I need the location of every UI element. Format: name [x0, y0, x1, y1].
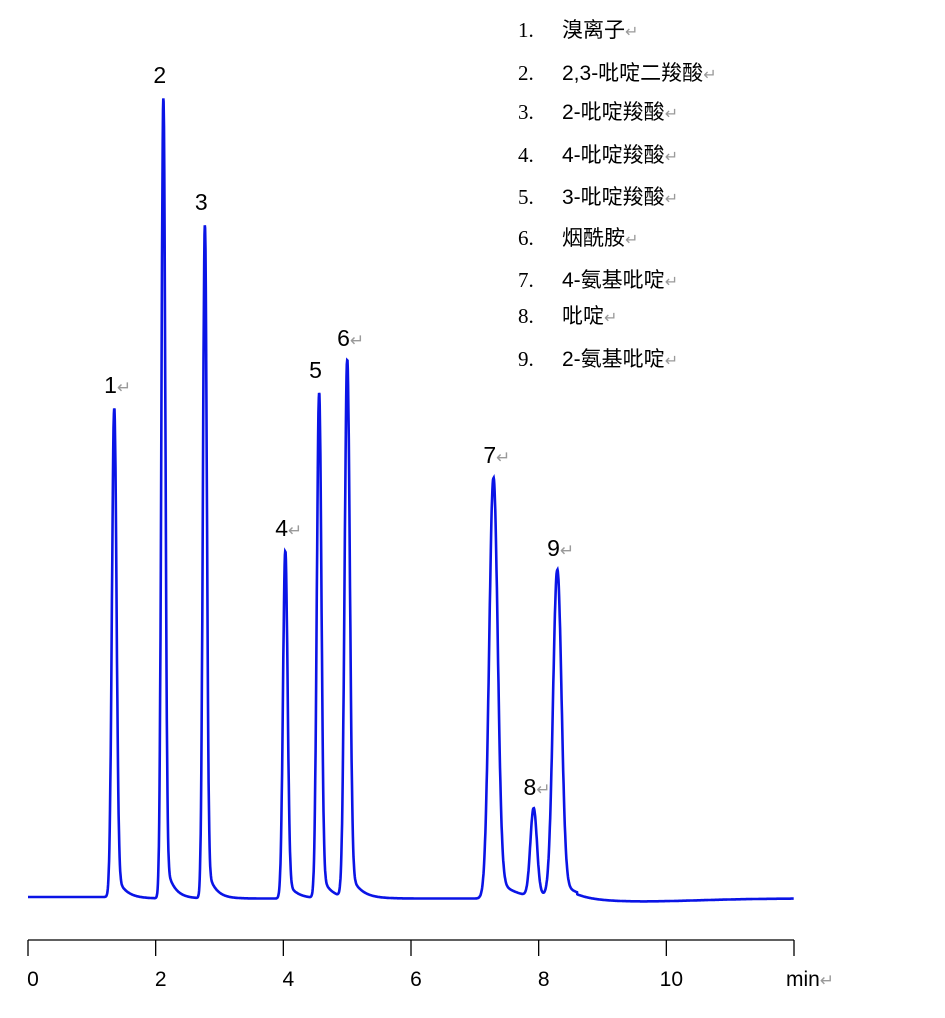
paragraph-mark: ↵ — [664, 274, 679, 291]
legend-number: 7. — [518, 268, 534, 292]
legend-number: 2. — [518, 61, 534, 85]
legend-number: 8. — [518, 304, 534, 328]
peak-labels: 1↵ 2 3 4↵ 5 6↵ 7↵ 8↵ 9↵ — [104, 62, 574, 800]
legend-number: 5. — [518, 185, 534, 209]
legend-item: 2. 2,3-吡啶二羧酸↵ — [518, 57, 717, 87]
paragraph-mark: ↵ — [703, 67, 717, 84]
legend-compound: 4-氨基吡啶 — [562, 269, 665, 292]
paragraph-mark: ↵ — [604, 310, 618, 327]
legend-item: 4. 4-吡啶羧酸↵ — [518, 139, 678, 169]
legend-number: 1. — [518, 18, 534, 42]
peak-label-8: 8↵ — [524, 774, 551, 800]
legend-compound: 2-氨基吡啶 — [562, 348, 665, 371]
legend-item: 7. 4-氨基吡啶↵ — [518, 264, 678, 294]
x-tick-label: 8 — [538, 968, 550, 991]
peak-label-6: 6↵ — [337, 325, 364, 351]
peak-label-2: 2 — [153, 62, 166, 88]
legend-compound: 4-吡啶羧酸 — [562, 144, 665, 167]
x-axis-label: min↵ — [786, 968, 834, 991]
legend-item: 9. 2-氨基吡啶↵ — [518, 343, 678, 373]
legend-item: 1. 溴离子↵ — [518, 14, 638, 44]
legend-number: 4. — [518, 143, 534, 167]
paragraph-mark: ↵ — [664, 191, 679, 208]
legend-compound: 2,3-吡啶二羧酸 — [562, 62, 704, 85]
paragraph-mark: ↵ — [625, 24, 639, 41]
legend-number: 9. — [518, 347, 534, 371]
paragraph-mark: ↵ — [664, 149, 679, 166]
legend-number: 3. — [518, 100, 534, 124]
legend-compound: 烟酰胺 — [562, 227, 625, 250]
chromatogram-trace — [28, 98, 794, 903]
peak-label-3: 3 — [195, 189, 208, 215]
legend-item: 8. 吡啶↵ — [518, 300, 617, 330]
paragraph-mark: ↵ — [664, 106, 679, 123]
x-tick-label: 2 — [155, 968, 167, 991]
legend-item: 3. 2-吡啶羧酸↵ — [518, 96, 678, 126]
legend-compound: 溴离子 — [562, 19, 625, 42]
peak-label-5: 5 — [309, 357, 322, 383]
paragraph-mark: ↵ — [664, 353, 679, 370]
legend-compound: 2-吡啶羧酸 — [562, 101, 665, 124]
x-tick-label: 4 — [282, 968, 294, 991]
paragraph-mark: ↵ — [625, 232, 639, 249]
peak-label-7: 7↵ — [483, 442, 510, 468]
x-tick-label: 10 — [660, 968, 683, 991]
legend-compound: 3-吡啶羧酸 — [562, 186, 665, 209]
legend-item: 6. 烟酰胺↵ — [518, 222, 638, 252]
x-tick-label: 6 — [410, 968, 422, 991]
peak-label-9: 9↵ — [547, 535, 574, 561]
peak-label-1: 1↵ — [104, 372, 131, 398]
legend-item: 5. 3-吡啶羧酸↵ — [518, 181, 678, 211]
peak-label-4: 4↵ — [275, 515, 302, 541]
x-axis: 0 2 4 6 8 10 min↵ — [27, 939, 834, 991]
legend-number: 6. — [518, 226, 534, 250]
legend-compound: 吡啶 — [562, 305, 604, 328]
x-tick-label: 0 — [27, 968, 39, 991]
